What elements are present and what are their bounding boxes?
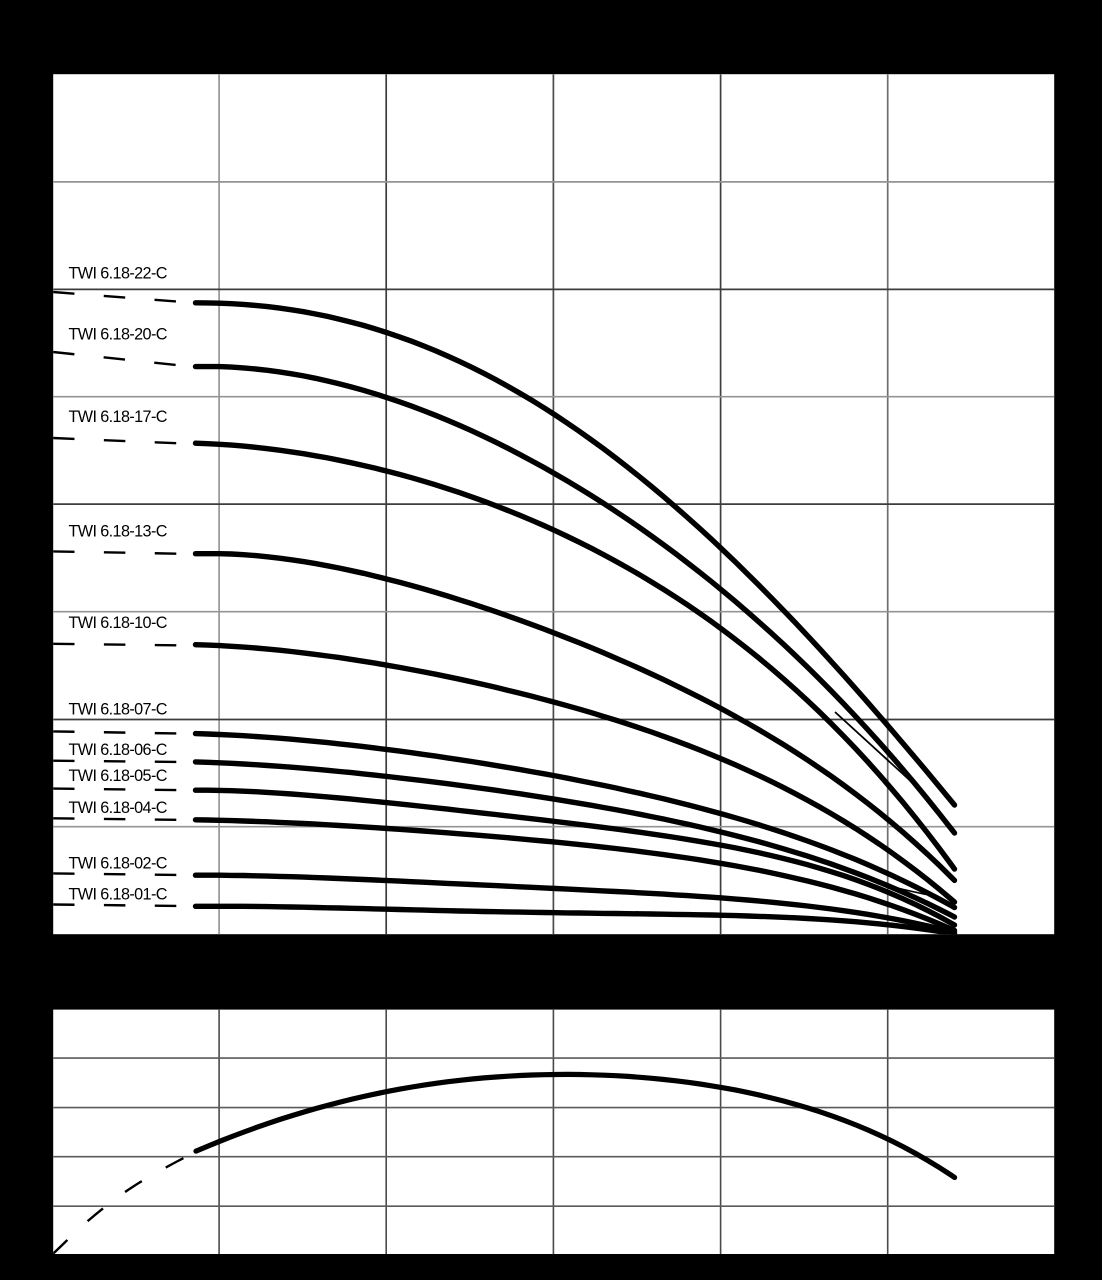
svg-text:TWI 6.18-07-C: TWI 6.18-07-C (69, 701, 168, 719)
svg-text:TWI 6.18-05-C: TWI 6.18-05-C (69, 767, 168, 785)
svg-text:TWI 6.18-17-C: TWI 6.18-17-C (69, 408, 168, 426)
svg-text:TWI 6.18-01-C: TWI 6.18-01-C (69, 886, 168, 904)
svg-text:TWI 6.18-10-C: TWI 6.18-10-C (69, 614, 168, 632)
svg-text:TWI 6.18-06-C: TWI 6.18-06-C (69, 741, 168, 759)
svg-text:TWI 6.18-20-C: TWI 6.18-20-C (69, 325, 168, 343)
svg-text:TWI 6.18-22-C: TWI 6.18-22-C (69, 264, 168, 282)
svg-text:TWI 6.18-02-C: TWI 6.18-02-C (69, 855, 168, 873)
svg-text:TWI 6.18-04-C: TWI 6.18-04-C (69, 799, 168, 817)
svg-text:TWI 6.18-13-C: TWI 6.18-13-C (69, 523, 168, 541)
